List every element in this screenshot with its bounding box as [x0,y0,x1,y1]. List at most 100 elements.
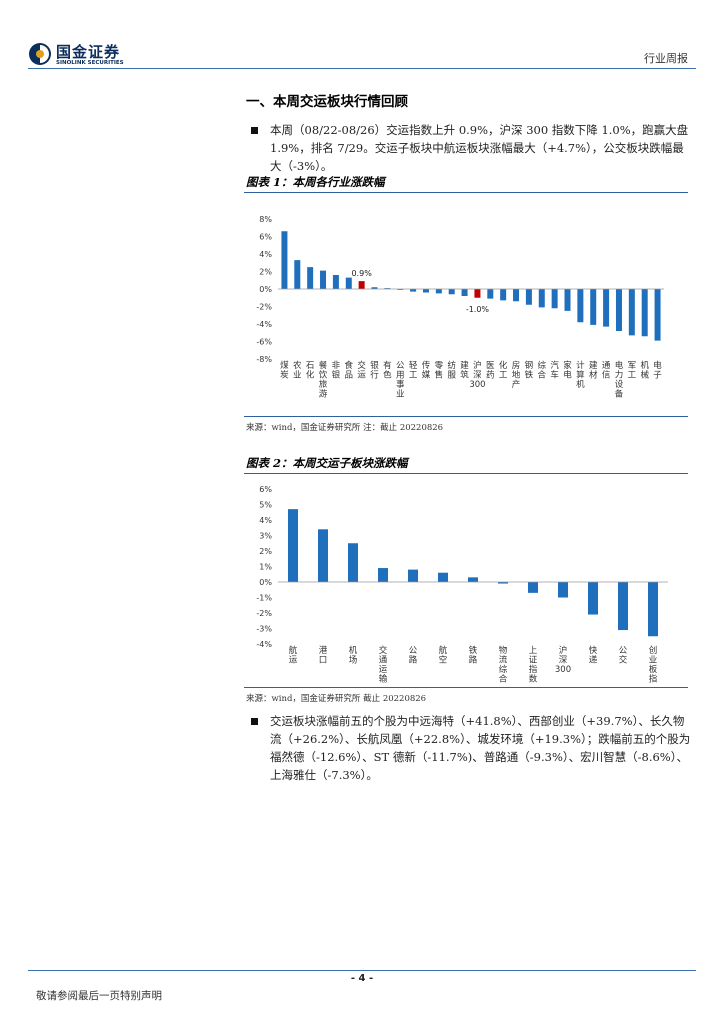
bar [358,281,365,289]
y-tick-label: -3% [256,625,272,634]
figure-2-top-rule [244,473,688,474]
stock-movers-paragraph: 交运板块涨幅前五的个股为中远海特（+41.8%）、西部创业（+39.7%）、长久… [270,714,691,782]
category-label: 航空 [439,645,448,666]
bar [397,289,404,290]
bar [438,572,448,582]
bar [461,289,468,296]
logo-mark-icon [29,43,51,65]
y-tick-label: 6% [259,485,272,494]
category-label: 传媒 [422,360,431,381]
bar [378,568,388,582]
category-label: 沪深 300 [555,645,571,675]
bar [294,260,301,289]
bar [422,289,429,293]
category-label: 钢铁 [525,360,534,381]
data-label: 0.9% [351,269,372,278]
bullet-square-icon [251,127,258,134]
bar [348,543,358,582]
bar [641,289,648,337]
y-tick-label: -2% [256,609,272,618]
y-tick-label: 5% [259,501,272,510]
y-tick-label: 2% [259,268,272,277]
category-label: 公用事业 [396,361,405,400]
y-tick-label: -8% [256,355,272,364]
bar [410,289,417,292]
figure-1-source: 来源：wind，国金证券研究所 注：截止 20220826 [246,423,444,433]
y-tick-label: 8% [259,215,272,224]
y-tick-label: -4% [256,640,272,649]
bar [307,267,314,289]
bar [615,289,622,331]
figure-1-title: 图表 1：本周各行业涨跌幅 [246,175,385,189]
y-tick-label: 0% [259,578,272,587]
bar [448,289,455,295]
category-label: 轻工 [409,360,418,381]
category-label: 食品 [345,360,354,381]
page-number: - 4 - [350,973,374,984]
category-label: 电子 [653,360,662,381]
bar [371,287,378,289]
category-label: 银行 [370,360,379,381]
doc-type-label: 行业周报 [644,52,688,65]
category-label: 港口 [319,645,328,666]
bar [500,289,507,301]
category-label: 建材 [589,360,598,381]
category-label: 铁路 [469,645,478,666]
bar [564,289,571,311]
category-label: 电力设备 [615,360,624,400]
figure-2-source: 来源：wind，国金证券研究所 截止 20220826 [246,694,427,704]
category-label: 石化 [306,361,315,381]
category-label: 农业 [293,360,302,381]
category-label: 航运 [289,645,298,666]
category-label: 创业板指 [649,645,658,685]
bar [654,289,661,341]
y-tick-label: -6% [256,338,272,347]
y-tick-label: 2% [259,547,272,556]
summary-paragraph: 本周（08/22-08/26）交运指数上升 0.9%，沪深 300 指数下降 1… [270,123,689,173]
bar [408,569,418,582]
category-label: 综合 [538,360,547,381]
category-label: 纺服 [447,360,456,381]
category-label: 沪深 300 [469,360,485,390]
category-label: 物流综合 [499,645,508,685]
industry-change-chart: 8% 6% 4% 2% 0% -2% -4% -6% -8% 煤炭农业石化餐饮旅游非银食品交运银行… [256,215,664,400]
category-label: 房地产 [512,360,521,390]
category-label: 化工 [499,360,508,381]
category-label: 建筑 [460,360,469,381]
category-label: 快递 [589,645,598,666]
bar [513,289,520,302]
section-title: 一、本周交运板块行情回顾 [246,94,408,110]
bar [435,289,442,294]
bar [588,582,598,615]
figure-1-top-rule [244,192,688,193]
y-tick-label: -4% [256,320,272,329]
y-tick-label: -2% [256,303,272,312]
bar [551,289,558,309]
category-label: 家电 [563,360,572,381]
y-tick-label: 4% [259,516,272,525]
y-tick-label: 4% [259,250,272,259]
category-label: 有色 [383,360,392,381]
category-label: 计算机 [576,360,585,390]
y-tick-label: 1% [259,563,272,572]
bullet-square-icon [251,718,258,725]
footer-divider [28,970,696,971]
category-label: 医药 [486,361,495,381]
data-label: -1.0% [466,305,490,314]
category-label: 军工 [628,361,637,381]
category-label: 交通运输 [379,645,388,685]
category-label: 通信 [602,360,611,381]
bar [487,289,494,299]
bar [558,582,568,598]
figure-2-bottom-rule [244,687,688,688]
bar [525,289,532,305]
y-tick-label: 0% [259,285,272,294]
y-tick-label: 3% [259,532,272,541]
category-label: 机场 [349,645,358,666]
category-label: 零售 [435,361,444,381]
bar [468,577,478,582]
logo-text-en: SINOLINK SECURITIES [56,60,124,66]
y-tick-label: 6% [259,233,272,242]
category-label: 上证指数 [529,646,538,685]
